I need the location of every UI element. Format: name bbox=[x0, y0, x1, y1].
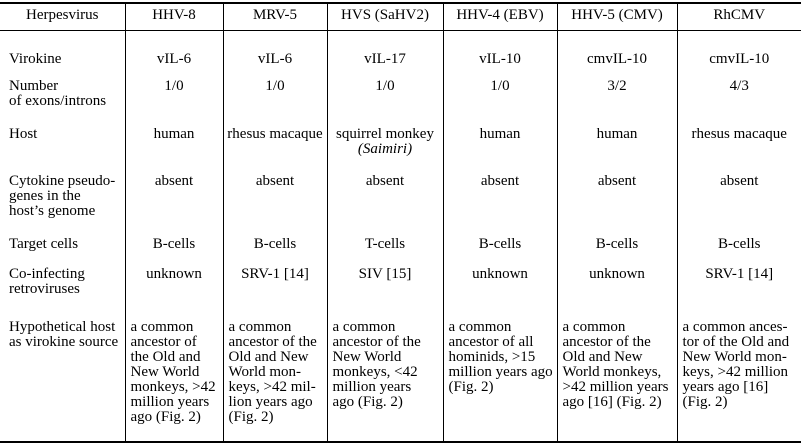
cell-exons-hvs: 1/0 bbox=[326, 74, 443, 122]
row-label: Co-infecting retroviruses bbox=[9, 266, 85, 297]
row-cytokine-pseudogenes: Cytokine pseudo- genes in the host’s gen… bbox=[0, 169, 801, 232]
cell-exons-hhv8: 1/0 bbox=[124, 74, 223, 122]
cell-target-rhcmv: B-cells bbox=[676, 232, 801, 262]
row-label: Number of exons/introns bbox=[9, 78, 107, 109]
row-label: Hypothetical host as virokine source bbox=[9, 319, 119, 350]
cell-exons-rhcmv: 4/3 bbox=[676, 74, 801, 122]
cell-retro-hhv4: unknown bbox=[442, 262, 557, 315]
cell-pseudo-mrv5: absent bbox=[222, 169, 327, 232]
cell-host-rhcmv: rhesus macaque bbox=[676, 122, 801, 169]
cell-target-mrv5: B-cells bbox=[222, 232, 327, 262]
header-cell-hhv4: HHV-4 (EBV) bbox=[442, 3, 557, 31]
cell-retro-hvs: SIV [15] bbox=[326, 262, 443, 315]
header-cell-hhv8: HHV-8 bbox=[124, 3, 223, 31]
cell-pseudo-rhcmv: absent bbox=[676, 169, 801, 232]
cell-target-hhv4: B-cells bbox=[442, 232, 557, 262]
cell-source-hvs: a common ancestor of the New World monke… bbox=[326, 315, 443, 442]
row-coinfecting-retroviruses: Co-infecting retroviruses unknown SRV-1 … bbox=[0, 262, 801, 315]
row-exons-introns: Number of exons/introns 1/0 1/0 1/0 1/0 … bbox=[0, 74, 801, 122]
row-label: Host bbox=[9, 126, 38, 142]
cell-host-hhv4: human bbox=[442, 122, 557, 169]
cell-host-hhv5: human bbox=[556, 122, 677, 169]
cell-retro-hhv5: unknown bbox=[556, 262, 677, 315]
cell-source-hhv8: a common ancestor of the Old and New Wor… bbox=[124, 315, 223, 442]
host-common-name: squirrel monkey bbox=[336, 126, 434, 142]
row-label: Cytokine pseudo- genes in the host’s gen… bbox=[9, 173, 116, 219]
cell-source-hhv5: a common ancestor of the Old and New Wor… bbox=[556, 315, 677, 442]
cell-target-hhv5: B-cells bbox=[556, 232, 677, 262]
cell-target-hvs: T-cells bbox=[326, 232, 443, 262]
cell-pseudo-hhv5: absent bbox=[556, 169, 677, 232]
cell-virokine-hhv8: vIL-6 bbox=[124, 30, 223, 74]
cell-exons-hhv4: 1/0 bbox=[442, 74, 557, 122]
cell-target-hhv8: B-cells bbox=[124, 232, 223, 262]
cell-pseudo-hhv4: absent bbox=[442, 169, 557, 232]
host-binomial-name: (Saimiri) bbox=[357, 141, 413, 157]
cell-source-hhv4: a common ancestor of all hominids, >15 m… bbox=[442, 315, 557, 442]
header-cell-mrv5: MRV-5 bbox=[222, 3, 327, 31]
cell-virokine-rhcmv: cmvIL-10 bbox=[676, 30, 801, 74]
cell-source-rhcmv: a common ances- tor of the Old and New W… bbox=[676, 315, 801, 442]
cell-host-mrv5: rhesus macaque bbox=[222, 122, 327, 169]
row-label: Virokine bbox=[9, 50, 62, 67]
header-cell-hvs: HVS (SaHV2) bbox=[326, 3, 443, 31]
header-cell-rhcmv: RhCMV bbox=[676, 3, 801, 31]
header-cell-hhv5: HHV-5 (CMV) bbox=[556, 3, 677, 31]
row-label: Target cells bbox=[9, 236, 79, 252]
cell-host-hhv8: human bbox=[124, 122, 223, 169]
row-hypothetical-host-source: Hypothetical host as virokine source a c… bbox=[0, 315, 801, 442]
row-host: Host human rhesus macaque squirrel monke… bbox=[0, 122, 801, 169]
cell-pseudo-hvs: absent bbox=[326, 169, 443, 232]
cell-virokine-hvs: vIL-17 bbox=[326, 30, 443, 74]
cell-exons-hhv5: 3/2 bbox=[556, 74, 677, 122]
cell-virokine-mrv5: vIL-6 bbox=[222, 30, 327, 74]
header-cell-herpesvirus: Herpesvirus bbox=[0, 3, 125, 31]
cell-retro-mrv5: SRV-1 [14] bbox=[222, 262, 327, 315]
cell-exons-mrv5: 1/0 bbox=[222, 74, 327, 122]
cell-retro-hhv8: unknown bbox=[124, 262, 223, 315]
row-virokine: Virokine vIL-6 vIL-6 vIL-17 vIL-10 cmvIL… bbox=[0, 30, 801, 74]
cell-host-hvs: squirrel monkey (Saimiri) bbox=[326, 122, 443, 169]
cell-source-mrv5: a common ancestor of the Old and New Wor… bbox=[222, 315, 327, 442]
cell-virokine-hhv5: cmvIL-10 bbox=[556, 30, 677, 74]
row-target-cells: Target cells B-cells B-cells T-cells B-c… bbox=[0, 232, 801, 262]
cell-virokine-hhv4: vIL-10 bbox=[442, 30, 557, 74]
cell-pseudo-hhv8: absent bbox=[124, 169, 223, 232]
header-row: Herpesvirus HHV-8 MRV-5 HVS (SaHV2) HHV-… bbox=[0, 3, 801, 31]
cell-retro-rhcmv: SRV-1 [14] bbox=[676, 262, 801, 315]
